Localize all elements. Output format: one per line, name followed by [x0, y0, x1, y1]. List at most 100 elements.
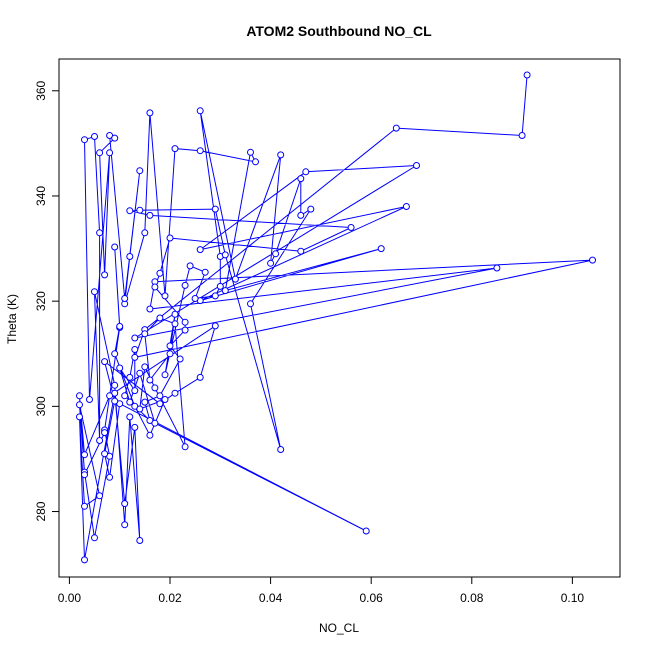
data-point [161, 396, 169, 403]
data-point [252, 158, 259, 166]
data-point [136, 206, 144, 214]
y-axis: 280 300 320 340 360 [34, 80, 60, 522]
data-point [111, 350, 119, 358]
data-point [141, 363, 149, 371]
data-point [116, 364, 124, 372]
data-point [146, 109, 154, 117]
data-point [111, 381, 119, 389]
data-point [211, 322, 219, 330]
data-point [121, 392, 129, 400]
data-point [277, 151, 285, 159]
data-point [111, 134, 119, 142]
x-axis: 0.00 0.02 0.04 0.06 0.08 0.10 [58, 576, 585, 605]
data-point [121, 500, 129, 508]
data-point [101, 429, 109, 437]
data-point [81, 451, 88, 459]
data-point [86, 396, 93, 403]
data-point [126, 413, 134, 421]
data-point [221, 251, 229, 259]
data-point [126, 207, 134, 215]
data-point [121, 295, 129, 302]
data-point [216, 282, 224, 290]
data-point [81, 471, 88, 479]
data-point [589, 256, 596, 264]
x-axis-label: NO_CL [319, 621, 359, 635]
data-point [221, 287, 229, 295]
data-point [116, 322, 124, 330]
data-point [111, 243, 119, 251]
data-point [141, 229, 149, 237]
data-point [131, 334, 139, 342]
data-point [146, 305, 154, 313]
data-point [146, 376, 154, 384]
data-point [91, 534, 98, 542]
chart-title: ATOM2 Southbound NO_CL [246, 23, 432, 39]
data-point [201, 268, 209, 276]
data-point [161, 292, 169, 300]
data-point [493, 264, 501, 272]
data-point [176, 355, 184, 363]
data-point [402, 203, 410, 210]
data-point [523, 71, 531, 79]
data-point [96, 229, 104, 237]
data-point [181, 326, 189, 334]
data-point [106, 473, 114, 481]
data-point [191, 295, 199, 302]
data-point [377, 245, 385, 253]
data-point [136, 167, 144, 175]
data-point [126, 373, 134, 381]
data-point [297, 175, 305, 183]
data-point [101, 271, 109, 279]
data-point [161, 371, 169, 379]
data-point [392, 124, 400, 132]
x-tick-label: 0.06 [360, 591, 384, 605]
data-point [131, 353, 139, 361]
data-point [267, 259, 275, 267]
data-point [101, 358, 109, 366]
data-point [156, 392, 164, 400]
data-point [136, 537, 144, 544]
data-point [196, 107, 204, 115]
data-point [347, 224, 355, 231]
x-tick-label: 0.08 [460, 591, 484, 605]
data-point [186, 262, 194, 270]
data-point [181, 443, 189, 451]
data-point [181, 281, 189, 289]
x-tick-label: 0.02 [158, 591, 182, 605]
data-point [81, 136, 88, 144]
data-point [76, 401, 83, 409]
data-point [272, 250, 280, 258]
data-point [151, 384, 159, 392]
x-tick-label: 0.10 [561, 591, 585, 605]
data-point [141, 398, 149, 406]
data-point [141, 330, 149, 338]
data-point [136, 369, 144, 377]
data-point [126, 398, 134, 406]
y-tick-label: 360 [34, 80, 48, 100]
data-point [151, 283, 159, 291]
data-point [101, 450, 109, 458]
data-point [96, 437, 104, 444]
data-point [91, 133, 98, 140]
data-point [171, 145, 179, 153]
data-point [156, 314, 164, 322]
data-point [307, 205, 315, 213]
data-point [166, 234, 174, 242]
data-point [297, 247, 305, 255]
data-point [96, 492, 104, 500]
data-point [181, 318, 189, 326]
data-point [247, 148, 254, 156]
data-point [106, 149, 114, 157]
data-point [247, 300, 254, 308]
data-point [277, 446, 285, 453]
data-point [196, 246, 204, 254]
data-point [146, 211, 154, 219]
plot-frame [58, 58, 621, 578]
data-point [76, 413, 83, 421]
data-point [121, 521, 129, 529]
data-point [196, 373, 204, 381]
series-line [79, 74, 593, 560]
data-point [91, 288, 98, 296]
data-point [111, 397, 119, 405]
